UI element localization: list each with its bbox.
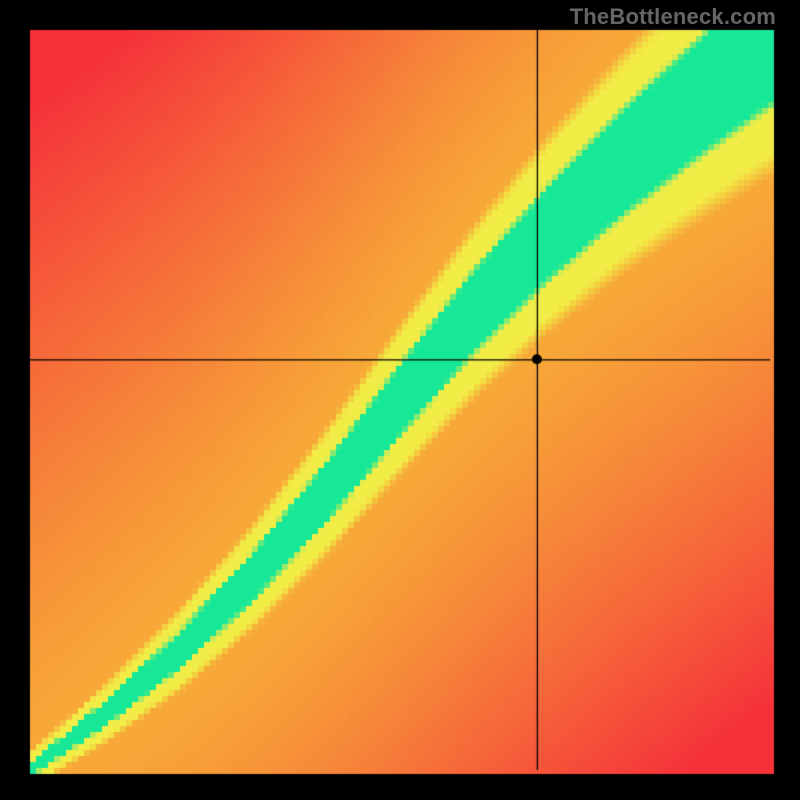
watermark-label: TheBottleneck.com xyxy=(570,4,776,30)
bottleneck-heatmap xyxy=(0,0,800,800)
chart-container: TheBottleneck.com xyxy=(0,0,800,800)
